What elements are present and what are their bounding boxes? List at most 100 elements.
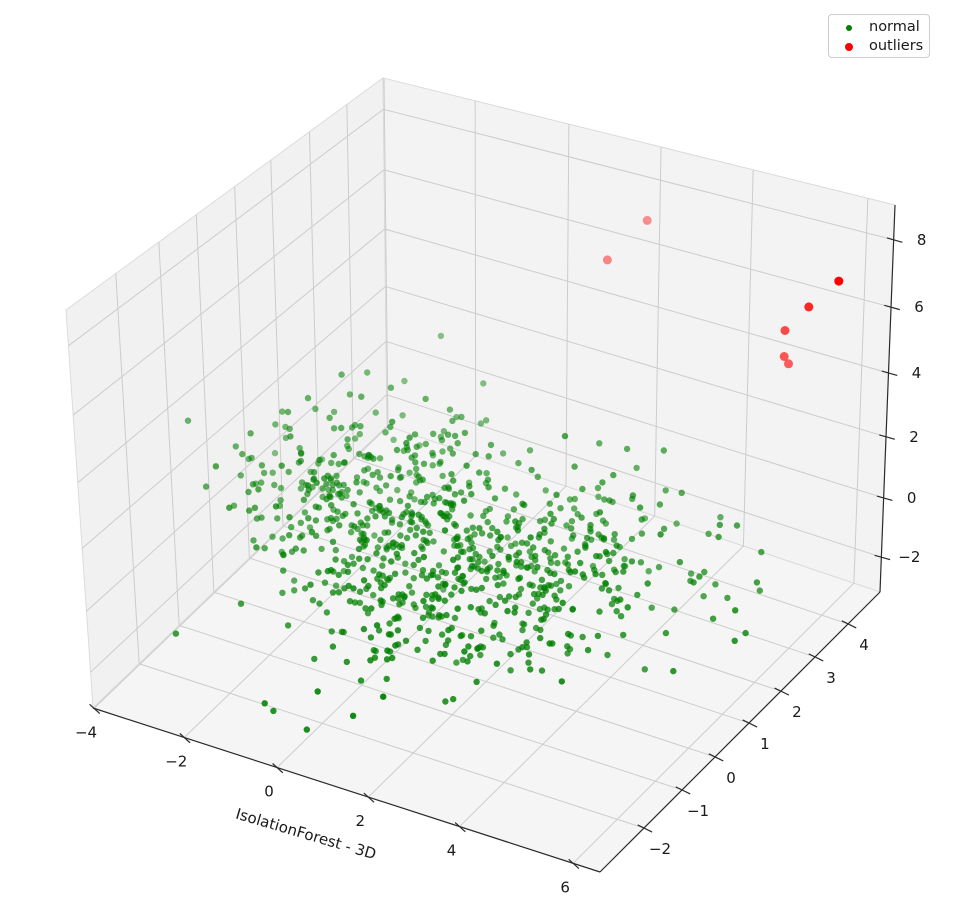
normal-point [441, 527, 449, 534]
normal-point [212, 463, 220, 470]
x-tick-mark [454, 822, 466, 833]
normal-point [564, 553, 571, 560]
legend-label-normal: normal [869, 19, 920, 35]
normal-point [596, 608, 603, 615]
normal-point [465, 643, 472, 650]
normal-point [279, 535, 286, 542]
normal-point [657, 531, 664, 538]
normal-point [350, 585, 357, 592]
normal-point [515, 459, 522, 467]
normal-point [372, 409, 379, 416]
normal-point [426, 529, 433, 536]
normal-point [332, 582, 340, 589]
normal-point [406, 493, 413, 500]
y-gridline [346, 104, 354, 459]
normal-point [394, 486, 401, 494]
normal-point [321, 579, 329, 586]
normal-point [451, 491, 459, 498]
normal-point [515, 549, 523, 556]
normal-point [239, 450, 246, 458]
normal-point [478, 627, 485, 634]
normal-point [232, 443, 239, 450]
normal-point [513, 558, 520, 566]
x-tick-mark [272, 763, 284, 774]
normal-point [373, 484, 380, 491]
normal-point [496, 631, 503, 638]
normal-point [436, 494, 443, 502]
normal-point [253, 544, 260, 551]
normal-point [422, 395, 429, 403]
normal-point [390, 436, 397, 443]
normal-point [172, 630, 180, 637]
normal-point [644, 580, 651, 587]
normal-point [484, 518, 491, 526]
normal-point [364, 515, 371, 522]
normal-point [303, 726, 310, 733]
normal-point [370, 591, 377, 599]
x-tick-label: 0 [264, 783, 274, 801]
normal-point [505, 553, 512, 561]
normal-point [444, 637, 452, 644]
normal-point [564, 643, 571, 650]
normal-point [422, 637, 429, 645]
normal-point [357, 423, 364, 430]
normal-point [606, 497, 613, 504]
normal-point [402, 569, 409, 576]
normal-point [519, 626, 526, 634]
normal-point [442, 580, 449, 588]
normal-point [690, 579, 697, 586]
normal-point [386, 620, 393, 627]
normal-point [272, 503, 280, 510]
normal-point [505, 593, 513, 600]
normal-point [519, 500, 526, 507]
normal-point [348, 553, 356, 561]
normal-point [356, 536, 364, 543]
normal-point [478, 530, 486, 537]
normal-point [429, 613, 436, 620]
normal-point [398, 513, 405, 521]
normal-point [333, 472, 340, 479]
normal-point [354, 510, 361, 517]
y-gridline [249, 557, 750, 724]
normal-point [237, 600, 245, 607]
normal-point [641, 666, 648, 673]
normal-point [595, 493, 602, 500]
normal-point [756, 587, 763, 594]
normal-point [564, 561, 572, 568]
normal-point [403, 508, 410, 516]
y-gridline [353, 457, 849, 625]
normal-point [372, 513, 379, 520]
normal-point [423, 591, 430, 598]
normal-point [452, 522, 459, 529]
normal-point [540, 615, 547, 623]
normal-point [514, 527, 522, 534]
normal-point [251, 504, 259, 511]
normal-point [461, 579, 468, 586]
normal-point [602, 548, 610, 556]
normal-point [460, 497, 468, 504]
normal-point [475, 606, 482, 613]
normal-point [670, 667, 677, 675]
y-axis-line [599, 591, 881, 873]
normal-point [311, 655, 318, 663]
normal-point [538, 667, 546, 674]
normal-point [553, 491, 560, 498]
normal-point [445, 626, 452, 634]
normal-point [280, 551, 287, 559]
normal-point [429, 462, 436, 469]
normal-point [258, 462, 266, 469]
normal-point [578, 514, 585, 521]
y-tick-label: 0 [726, 769, 736, 787]
normal-point [428, 604, 435, 611]
normal-point [637, 559, 645, 566]
normal-point [468, 562, 476, 570]
normal-point [357, 677, 365, 684]
normal-point [423, 575, 430, 582]
normal-point [351, 599, 359, 606]
normal-point [301, 509, 309, 516]
normal-point [507, 542, 515, 550]
x-tick-label: −4 [75, 723, 97, 741]
normal-point [449, 417, 456, 425]
normal-point [615, 584, 622, 592]
normal-point [466, 483, 473, 490]
